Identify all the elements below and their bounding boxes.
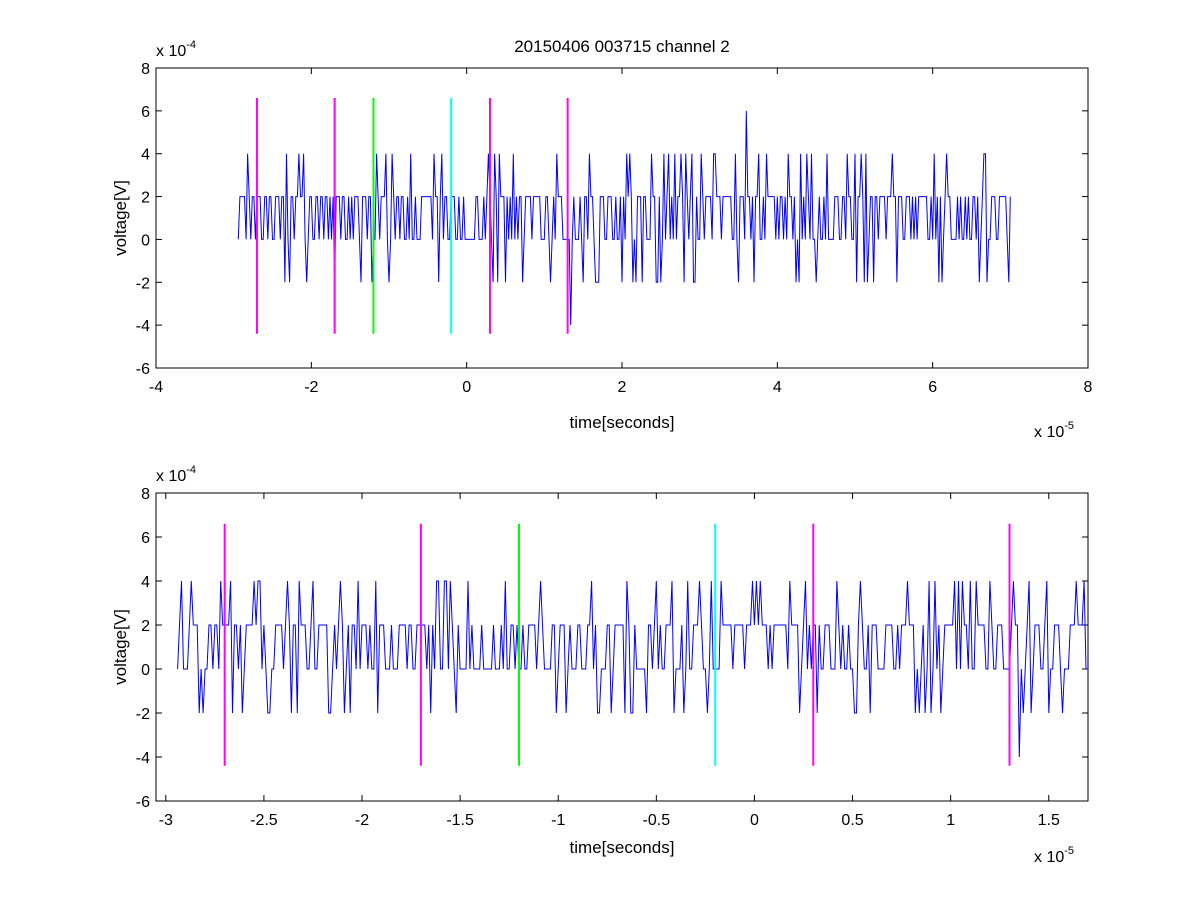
top-y-label: voltage[V]	[111, 180, 130, 256]
top-event-markers	[255, 98, 569, 334]
y-tick-label: 6	[141, 530, 150, 547]
bottom-x-exponent: x 10-5	[1034, 845, 1074, 866]
top-axes-box	[155, 67, 1089, 369]
bottom-event-markers	[223, 523, 1011, 766]
y-tick-label: 2	[141, 618, 150, 635]
x-tick-label: 1	[946, 812, 955, 829]
x-tick-label: -4	[149, 379, 163, 396]
x-tick-label: -2	[355, 812, 369, 829]
y-tick-label: -2	[136, 275, 150, 292]
y-tick-label: 0	[141, 662, 150, 679]
y-tick-label: -4	[136, 750, 150, 767]
bottom-x-ticks: -3 -2.5 -2 -1.5 -1 -0.5 0 0.5 1 1.5	[159, 493, 1060, 829]
x-tick-label: -0.5	[643, 812, 671, 829]
y-tick-label: 0	[141, 232, 150, 249]
plot-title: 20150406 003715 channel 2	[514, 37, 730, 56]
top-y-ticks: -6 -4 -2 0 2 4 6 8	[136, 61, 1088, 378]
y-tick-label: 4	[141, 147, 150, 164]
y-tick-label: -2	[136, 706, 150, 723]
x-tick-label: 4	[773, 379, 782, 396]
bottom-y-ticks: -6 -4 -2 0 2 4 6 8	[136, 486, 1088, 811]
y-tick-label: -4	[136, 318, 150, 335]
bottom-y-exponent: x 10-4	[156, 464, 196, 485]
top-x-ticks: -4 -2 0 2 4 6 8	[149, 68, 1093, 396]
y-tick-label: -6	[136, 794, 150, 811]
x-tick-label: -2.5	[250, 812, 278, 829]
top-y-exponent: x 10-4	[156, 39, 196, 60]
x-tick-label: 0	[750, 812, 759, 829]
y-tick-label: 2	[141, 190, 150, 207]
x-tick-label: 0	[462, 379, 471, 396]
x-tick-label: -3	[159, 812, 173, 829]
y-tick-label: 6	[141, 104, 150, 121]
bottom-voltage-trace	[177, 580, 1088, 758]
y-tick-label: 8	[141, 61, 150, 78]
x-tick-label: 6	[928, 379, 937, 396]
bottom-axes: -3 -2.5 -2 -1.5 -1 -0.5 0 0.5 1 1.5 -6 -4 -2 0 2 4 6 8 t…	[111, 464, 1089, 866]
x-tick-label: -1	[551, 812, 565, 829]
x-tick-label: 1.5	[1038, 812, 1060, 829]
top-voltage-trace	[237, 110, 1011, 326]
x-tick-label: 2	[618, 379, 627, 396]
x-tick-label: 0.5	[841, 812, 863, 829]
x-tick-label: -1.5	[446, 812, 474, 829]
bottom-axes-box	[155, 492, 1089, 802]
y-tick-label: 4	[141, 574, 150, 591]
x-tick-label: -2	[304, 379, 318, 396]
bottom-x-label: time[seconds]	[570, 838, 675, 857]
bottom-y-label: voltage[V]	[111, 609, 130, 685]
top-x-label: time[seconds]	[570, 413, 675, 432]
y-tick-label: -6	[136, 361, 150, 378]
top-x-exponent: x 10-5	[1034, 420, 1074, 441]
x-tick-label: 8	[1084, 379, 1093, 396]
y-tick-label: 8	[141, 486, 150, 503]
